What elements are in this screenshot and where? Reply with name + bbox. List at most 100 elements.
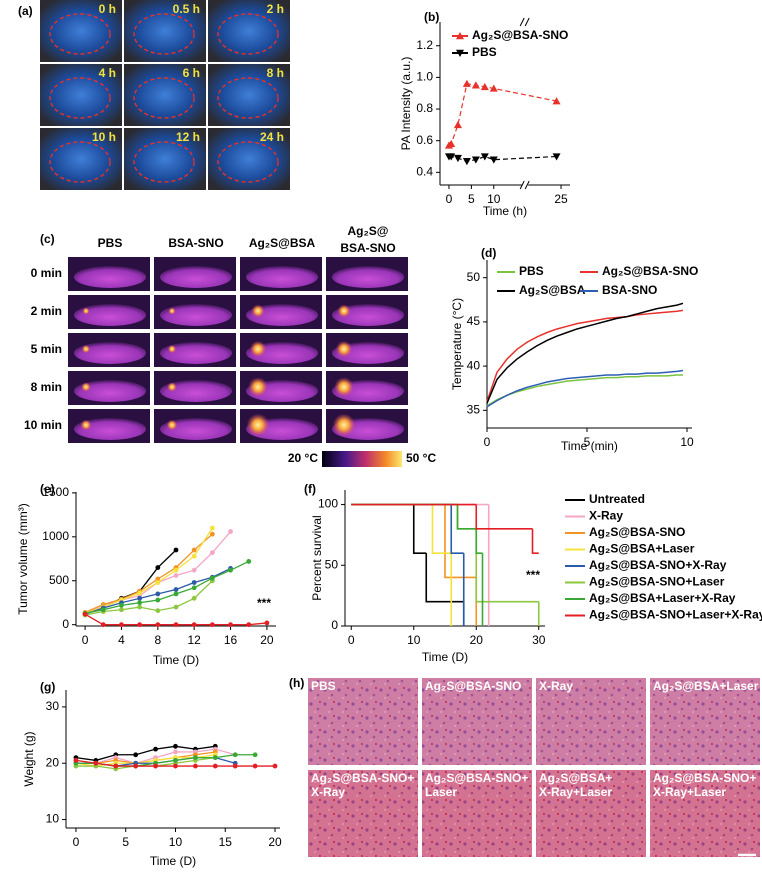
y-tick-label: 0 <box>331 618 338 632</box>
histology-tint <box>308 770 418 857</box>
mouse-body <box>74 304 146 326</box>
histology-tint <box>536 678 646 765</box>
histology-image <box>308 678 418 765</box>
survival-step <box>450 504 464 554</box>
mouse-body <box>160 266 232 288</box>
y-tick-label: 1500 <box>42 485 69 499</box>
x-axis-label: Time (D) <box>150 854 196 868</box>
marker <box>462 158 471 166</box>
ultrasound-frame <box>40 0 122 62</box>
y-tick-label: 40 <box>467 358 481 372</box>
survival-step <box>431 504 452 554</box>
legend-label: Untreated <box>589 492 645 506</box>
tile-label: X-Ray <box>311 785 345 799</box>
marker <box>173 749 178 755</box>
histology-image <box>308 770 418 857</box>
frame-label: 2 h <box>267 2 284 16</box>
marker <box>173 587 179 592</box>
x-tick-label: 10 <box>680 435 694 449</box>
x-tick-label: 20 <box>268 835 282 849</box>
marker <box>153 746 158 752</box>
x-tick-label: 0 <box>82 633 89 647</box>
marker <box>93 760 99 766</box>
y-tick-label: 30 <box>46 699 60 713</box>
x-tick-label: 5 <box>468 192 475 206</box>
x-tick-label: 30 <box>532 633 546 647</box>
series-line <box>486 374 683 407</box>
mouse-body <box>74 266 146 288</box>
marker <box>173 743 178 749</box>
marker <box>191 547 197 553</box>
frame-label: 8 h <box>267 66 284 80</box>
marker <box>100 607 106 613</box>
panel-label: (b) <box>424 10 439 24</box>
y-tick-label: 100 <box>318 497 338 511</box>
marker <box>471 81 480 89</box>
axis-break <box>524 180 530 190</box>
marker <box>137 595 143 601</box>
ultrasound-frame <box>208 128 290 190</box>
marker <box>191 553 197 559</box>
marker <box>212 763 218 769</box>
y-tick-label: 45 <box>467 314 481 328</box>
panel-label: (h) <box>289 676 304 690</box>
legend-label: Ag₂S@BSA-SNO <box>589 525 685 539</box>
survival-step <box>456 504 477 530</box>
tile-label: Ag₂S@BSA+ <box>539 771 612 785</box>
histology-tint <box>422 770 532 857</box>
marker <box>155 580 161 585</box>
axis-break <box>519 180 525 190</box>
marker <box>228 567 233 573</box>
legend-label: Ag₂S@BSA-SNO+Laser+X-Ray <box>589 608 762 622</box>
marker <box>489 84 498 92</box>
row-label: 0 min <box>31 266 62 280</box>
x-tick-label: 5 <box>122 835 129 849</box>
legend-label: BSA-SNO <box>602 283 657 297</box>
x-tick-label: 16 <box>224 633 238 647</box>
column-header: Ag₂S@BSA <box>249 236 316 250</box>
x-axis-label: Time (D) <box>153 653 199 667</box>
marker <box>228 529 233 534</box>
histology-image <box>536 770 646 857</box>
region-outline <box>133 13 195 55</box>
marker <box>209 525 215 531</box>
y-tick-label: 50 <box>467 270 481 284</box>
marker <box>453 120 462 129</box>
mouse-body <box>74 418 146 440</box>
x-tick-label: 0 <box>484 435 491 449</box>
hot-spot <box>167 344 177 354</box>
tile-label: X-Ray <box>539 679 573 693</box>
x-tick-label: 15 <box>219 835 233 849</box>
survival-step <box>475 504 533 530</box>
x-tick-label: 5 <box>584 435 591 449</box>
marker <box>153 763 158 769</box>
column-header: Ag₂S@ <box>347 224 388 238</box>
legend-label: Ag₂S@BSA-SNO+X-Ray <box>589 558 727 572</box>
frame-label: 6 h <box>183 66 200 80</box>
series-line <box>84 533 213 613</box>
series-line <box>84 560 250 614</box>
marker <box>192 763 198 769</box>
y-axis-label: Weight (g) <box>22 731 36 786</box>
tile-label: Ag₂S@BSA-SNO+ <box>653 771 756 785</box>
histology-tint <box>650 678 760 765</box>
tile-label: Ag₂S@BSA-SNO <box>425 679 521 693</box>
marker <box>552 153 561 161</box>
colorbar-label: 50 °C <box>406 451 436 465</box>
legend-label: Ag₂S@BSA-SNO <box>602 264 698 278</box>
axis-break <box>524 17 530 27</box>
marker <box>480 82 489 91</box>
hot-spot <box>334 377 354 397</box>
legend-label: Ag₂S@BSA <box>519 283 586 297</box>
marker <box>137 590 143 596</box>
legend-label: Ag₂S@BSA+Laser+X-Ray <box>589 591 736 605</box>
region-outline <box>49 77 111 119</box>
y-tick-label: 0.4 <box>416 165 433 179</box>
histology-tint <box>536 770 646 857</box>
hot-spot <box>332 413 356 437</box>
row-label: 8 min <box>31 380 62 394</box>
legend-label: X-Ray <box>589 509 623 523</box>
x-tick-label: 12 <box>188 633 202 647</box>
marker <box>489 156 498 164</box>
column-header: BSA-SNO <box>168 236 223 250</box>
